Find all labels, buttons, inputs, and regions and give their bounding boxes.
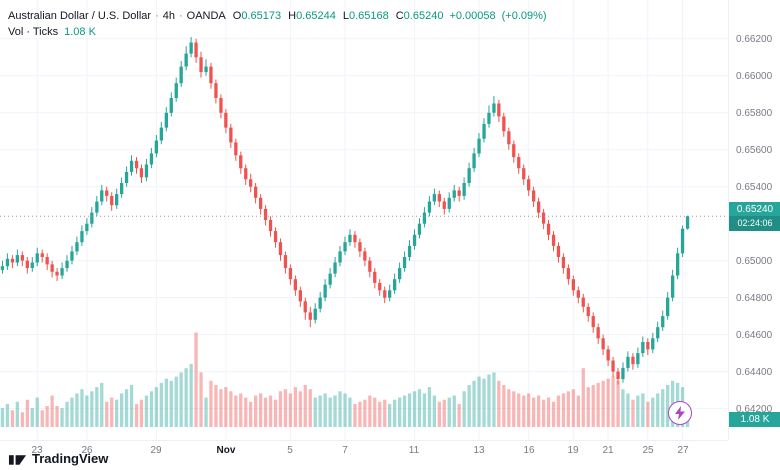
bar-countdown: 02:24:06 [729, 216, 780, 231]
tradingview-chart-widget: Australian Dollar / U.S. Dollar · 4h · OANDA… [0, 0, 780, 470]
tradingview-logo-icon [8, 452, 27, 466]
instant-analysis-button[interactable] [668, 401, 692, 425]
close-label: C [396, 10, 404, 22]
symbol-title[interactable]: Australian Dollar / U.S. Dollar [8, 10, 151, 22]
price-axis-label: 0.64800 [736, 293, 772, 304]
price-axis-label: 0.65800 [736, 108, 772, 119]
open-value: 0.65173 [241, 10, 281, 22]
change-percent: (+0.09%) [502, 10, 547, 22]
high-value: 0.65244 [296, 10, 336, 22]
exchange-label: OANDA [187, 10, 226, 22]
price-axis-label: 0.64600 [736, 330, 772, 341]
legend-volume-row: Vol · Ticks 1.08 K [8, 24, 547, 40]
legend-separator: · [155, 10, 159, 22]
chart-pane[interactable] [0, 0, 728, 440]
current-price-badge: 0.65240 02:24:06 [729, 202, 780, 231]
low-value: 0.65168 [349, 10, 389, 22]
tradingview-attribution-link[interactable]: TradingView [8, 451, 108, 466]
price-axis-label: 0.65400 [736, 182, 772, 193]
change-value: +0.00058 [449, 10, 495, 22]
time-axis-label: 5 [272, 445, 308, 456]
price-axis-label: 0.65600 [736, 145, 772, 156]
price-axis-label: 0.66000 [736, 71, 772, 82]
price-axis[interactable]: 0.65240 02:24:06 1.08 K 0.66200 0.66000 0.… [728, 0, 780, 440]
time-axis-label: Nov [208, 445, 244, 456]
time-axis-label: 27 [665, 445, 701, 456]
time-axis-label: 29 [138, 445, 174, 456]
time-axis-label: 13 [461, 445, 497, 456]
brand-name: TradingView [32, 451, 108, 466]
volume-label: Vol · Ticks [8, 26, 58, 38]
high-label: H [288, 10, 296, 22]
time-axis-label: 11 [396, 445, 432, 456]
price-axis-label: 0.65000 [736, 256, 772, 267]
volume-value: 1.08 K [64, 26, 96, 38]
volume-badge: 1.08 K [729, 412, 780, 427]
time-axis-label: 19 [555, 445, 591, 456]
lightning-bolt-icon [674, 406, 686, 420]
time-axis-label: 25 [630, 445, 666, 456]
interval-label: 4h [163, 10, 175, 22]
chart-legend: Australian Dollar / U.S. Dollar · 4h · OANDA… [8, 8, 547, 40]
time-axis-label: 16 [511, 445, 547, 456]
legend-symbol-row: Australian Dollar / U.S. Dollar · 4h · OANDA… [8, 8, 547, 24]
time-axis-label: 21 [590, 445, 626, 456]
time-axis[interactable]: 232629Nov5711131619212527 [0, 440, 728, 463]
candlestick-volume-plot[interactable] [0, 0, 728, 440]
time-axis-label: 7 [327, 445, 363, 456]
close-value: 0.65240 [404, 10, 444, 22]
legend-separator: · [179, 10, 183, 22]
price-axis-label: 0.64400 [736, 367, 772, 378]
current-price-value: 0.65240 [729, 202, 780, 216]
price-axis-label: 0.66200 [736, 34, 772, 45]
